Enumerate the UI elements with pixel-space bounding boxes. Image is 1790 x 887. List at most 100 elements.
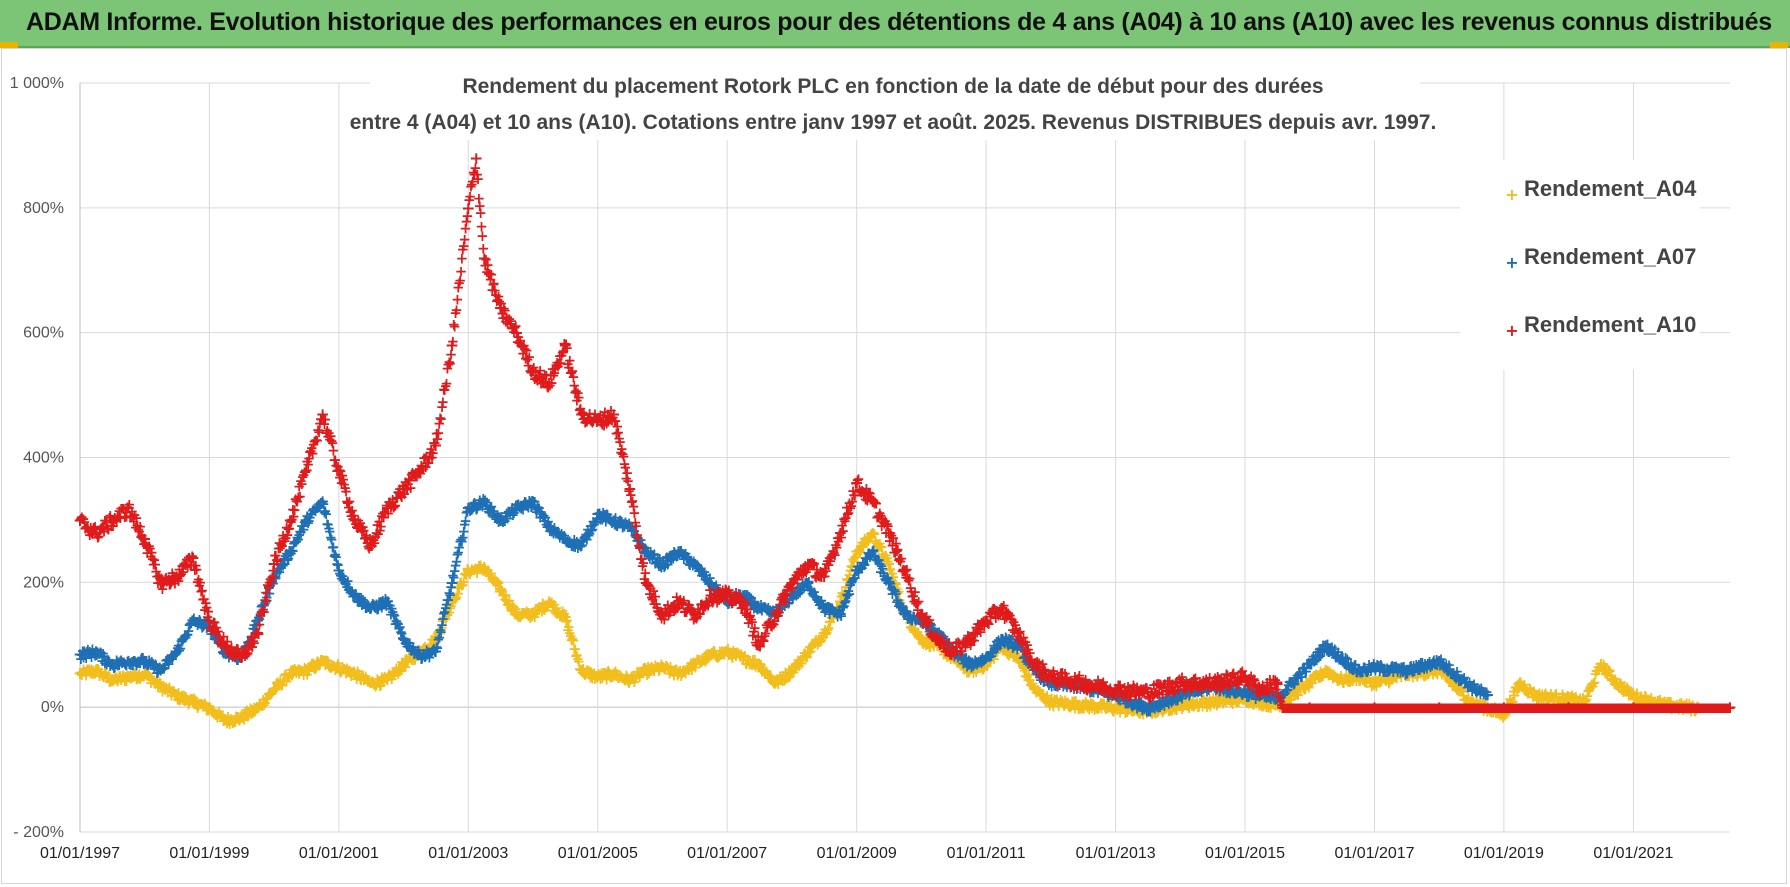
series-marker: + bbox=[159, 681, 172, 699]
x-tick-label: 01/01/2015 bbox=[1205, 845, 1285, 862]
series-marker: + bbox=[78, 662, 91, 680]
data-point: + bbox=[73, 664, 87, 684]
series-marker: + bbox=[156, 683, 169, 701]
series-marker: + bbox=[142, 665, 155, 683]
x-tick-label: 01/01/2021 bbox=[1593, 845, 1673, 862]
series-marker: + bbox=[146, 672, 159, 690]
series-marker: + bbox=[155, 677, 168, 695]
series-marker: + bbox=[134, 670, 147, 688]
series-marker: + bbox=[167, 683, 180, 701]
x-tick-label: 01/01/1997 bbox=[40, 845, 120, 862]
y-tick-label: 200% bbox=[23, 574, 64, 591]
series-Rendement_A04: ++++++++++++++++++++++++++++++++++++++++… bbox=[73, 523, 1737, 733]
series-marker: + bbox=[176, 686, 189, 704]
series-marker: + bbox=[100, 669, 113, 687]
series-marker: + bbox=[195, 694, 208, 712]
series-marker: + bbox=[164, 683, 177, 701]
series-marker: + bbox=[105, 672, 118, 690]
series-marker: + bbox=[127, 668, 140, 686]
series-marker: + bbox=[131, 668, 144, 686]
series-marker: + bbox=[185, 689, 198, 707]
data-point: + bbox=[170, 686, 184, 706]
series-marker: + bbox=[87, 662, 100, 680]
series-marker: + bbox=[79, 662, 92, 680]
series-marker: + bbox=[130, 671, 143, 689]
series-marker: + bbox=[128, 663, 141, 681]
series-marker: + bbox=[165, 686, 178, 704]
corner-accent-left bbox=[0, 42, 18, 48]
y-tick-label: 600% bbox=[23, 325, 64, 342]
series-marker: + bbox=[135, 667, 148, 685]
series-marker: + bbox=[94, 665, 107, 683]
series-marker: + bbox=[119, 668, 132, 686]
series-marker: + bbox=[109, 666, 122, 684]
series-marker: + bbox=[125, 670, 138, 688]
series-marker: + bbox=[104, 673, 117, 691]
series-marker: + bbox=[192, 697, 205, 715]
series-marker: + bbox=[147, 672, 160, 690]
series-marker: + bbox=[112, 670, 125, 688]
series-marker: + bbox=[76, 663, 89, 681]
data-point: + bbox=[186, 692, 200, 712]
series-marker: + bbox=[197, 697, 210, 715]
x-tick-label: 01/01/2001 bbox=[299, 845, 379, 862]
series-marker: + bbox=[162, 679, 175, 697]
x-tick-label: 01/01/2013 bbox=[1076, 845, 1156, 862]
series-marker: + bbox=[143, 667, 156, 685]
series-marker: + bbox=[77, 660, 90, 678]
y-tick-label: 1 000% bbox=[10, 75, 64, 92]
series-layer: ++++++++++++++++++++++++++++++++++++++++… bbox=[73, 149, 1737, 733]
series-marker: + bbox=[82, 661, 95, 679]
x-axis-ticks: 01/01/1997 01/01/1999 01/01/2001 01/01/2003… bbox=[40, 845, 1674, 862]
series-marker: + bbox=[177, 691, 190, 709]
banner-title: ADAM Informe. Evolution historique des p… bbox=[26, 8, 1772, 37]
series-marker: + bbox=[194, 694, 207, 712]
series-marker: + bbox=[85, 660, 98, 678]
y-tick-label: - 200% bbox=[13, 824, 64, 841]
series-marker: + bbox=[81, 660, 94, 678]
series-marker: + bbox=[190, 696, 203, 714]
series-marker: + bbox=[84, 664, 97, 682]
series-marker: + bbox=[83, 661, 96, 679]
series-marker: + bbox=[189, 693, 202, 711]
series-marker: + bbox=[75, 663, 88, 681]
series-marker: + bbox=[100, 664, 113, 682]
series-marker: + bbox=[136, 667, 149, 685]
series-marker: + bbox=[103, 672, 116, 690]
series-marker: + bbox=[171, 691, 184, 709]
series-marker: + bbox=[101, 669, 114, 687]
series-marker: + bbox=[108, 671, 121, 689]
series-marker: + bbox=[118, 667, 131, 685]
series-marker: + bbox=[120, 672, 133, 690]
x-tick-label: 01/01/2003 bbox=[428, 845, 508, 862]
series-marker: + bbox=[148, 671, 161, 689]
series-marker: + bbox=[126, 668, 139, 686]
series-marker: + bbox=[98, 668, 111, 686]
series-marker: + bbox=[145, 674, 158, 692]
x-tick-label: 01/01/2017 bbox=[1334, 845, 1414, 862]
series-marker: + bbox=[93, 667, 106, 685]
series-marker: + bbox=[184, 690, 197, 708]
series-marker: + bbox=[173, 691, 186, 709]
series-marker: + bbox=[172, 684, 185, 702]
series-marker: + bbox=[447, 333, 460, 351]
series-marker: + bbox=[472, 170, 485, 188]
series-marker: + bbox=[117, 666, 130, 684]
series-marker: + bbox=[123, 669, 136, 687]
series-marker: + bbox=[157, 678, 170, 696]
series-marker: + bbox=[133, 664, 146, 682]
series-marker: + bbox=[174, 690, 187, 708]
series-marker: + bbox=[80, 666, 93, 684]
series-marker: + bbox=[166, 683, 179, 701]
series-marker: + bbox=[83, 660, 96, 678]
y-tick-label: 0% bbox=[41, 699, 64, 716]
series-marker: + bbox=[191, 699, 204, 717]
series-marker: + bbox=[97, 668, 110, 686]
series-marker: + bbox=[91, 660, 104, 678]
series-marker: + bbox=[196, 695, 209, 713]
data-point: + bbox=[154, 676, 168, 696]
series-marker: + bbox=[111, 672, 124, 690]
series-marker: + bbox=[129, 667, 142, 685]
series-marker: + bbox=[186, 690, 199, 708]
